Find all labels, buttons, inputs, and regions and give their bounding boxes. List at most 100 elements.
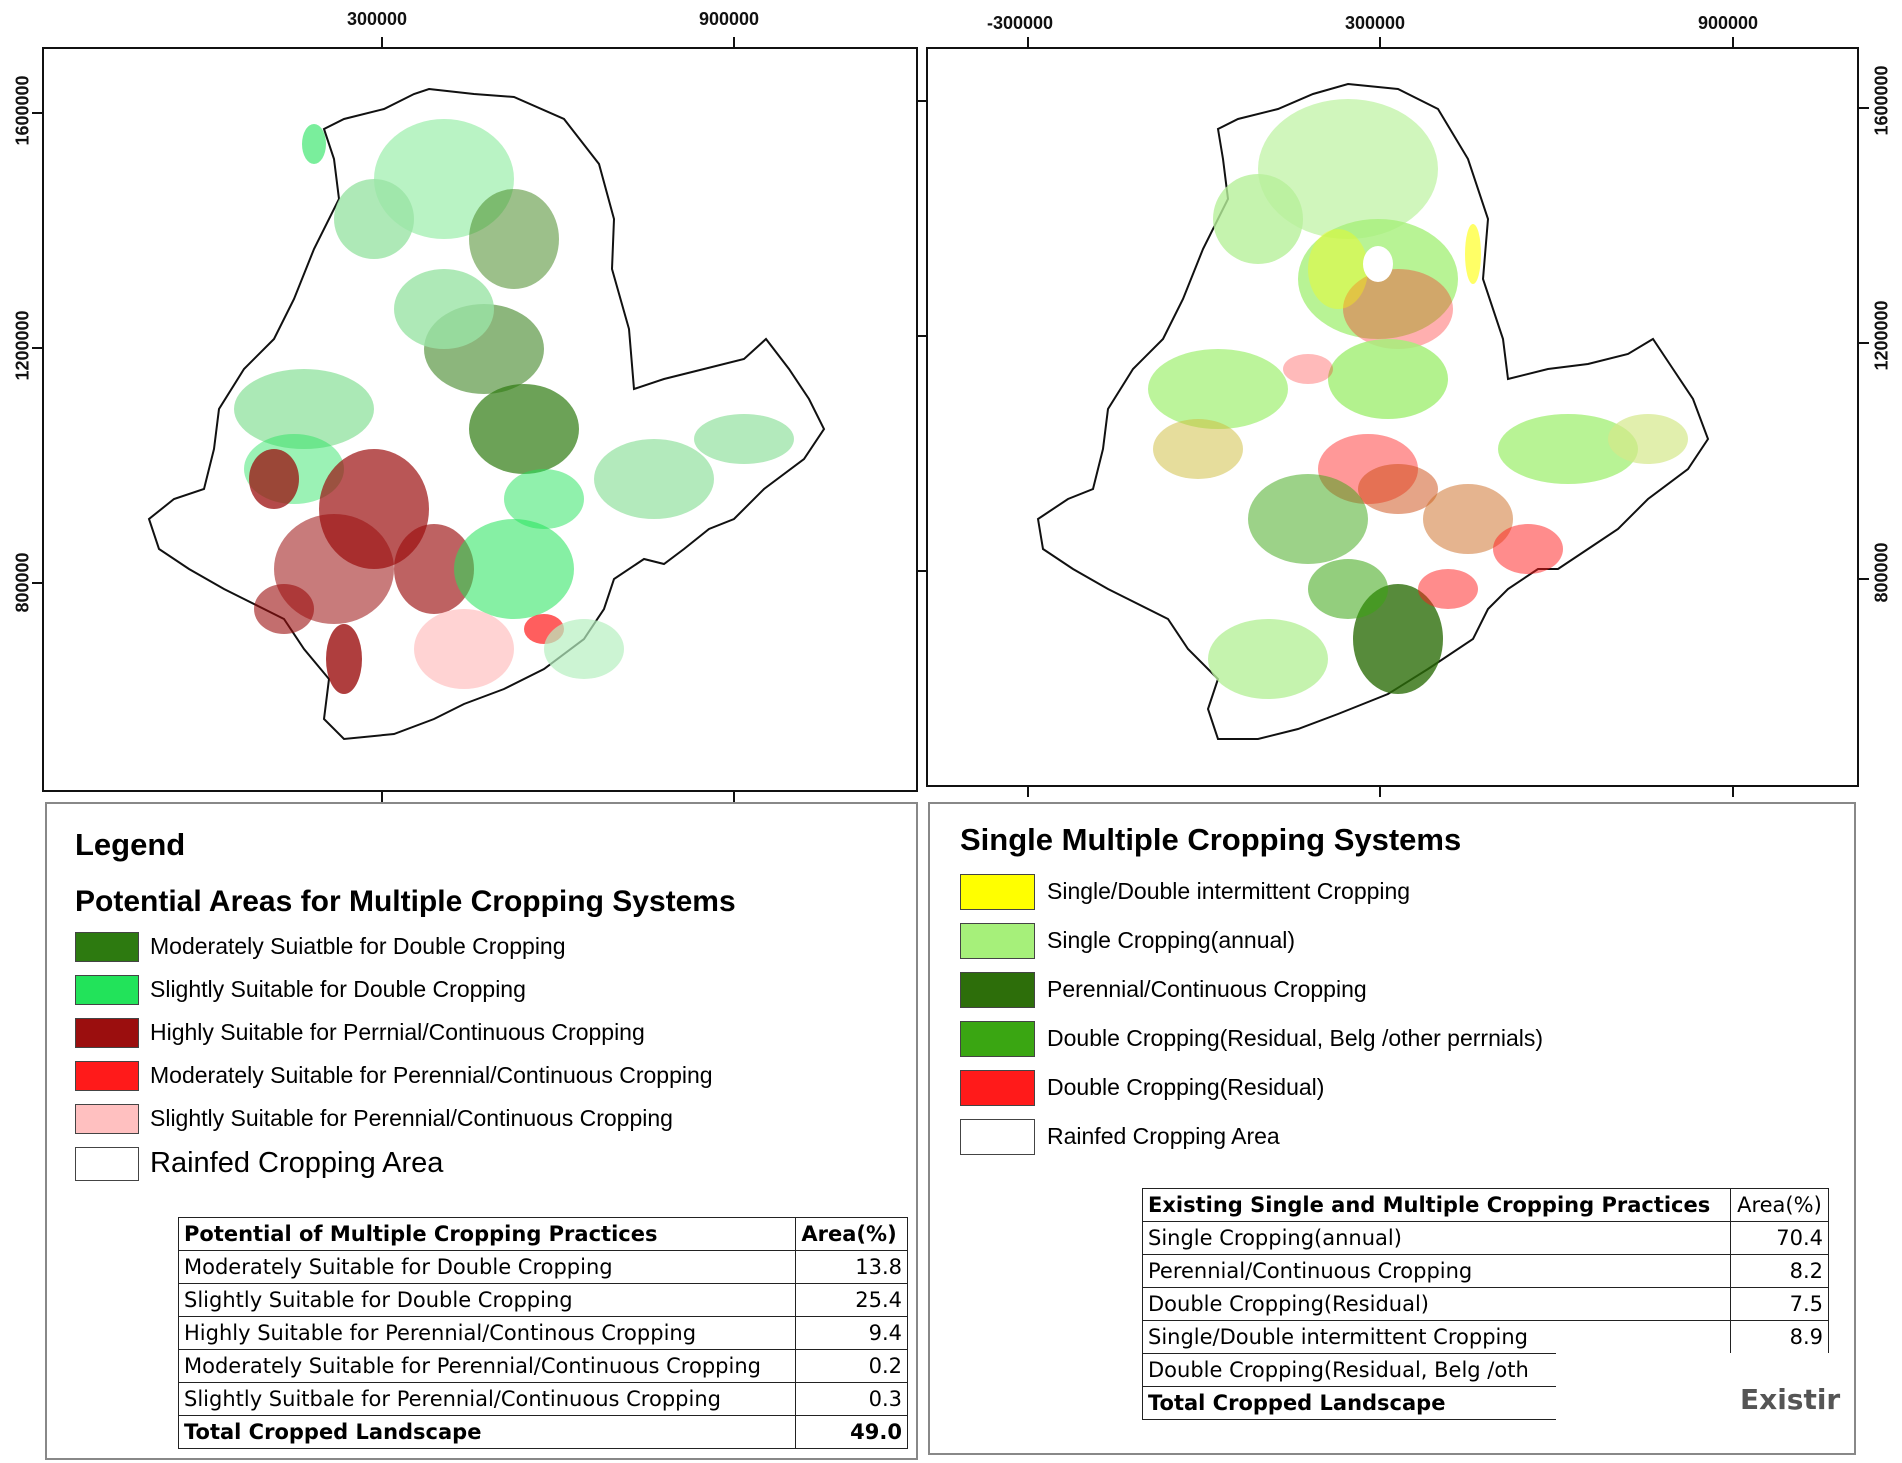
table-cell: Total Cropped Landscape (177, 1415, 797, 1449)
right-map-svg (1036, 82, 1710, 740)
table-cell: 8.9 (1729, 1320, 1830, 1354)
table-header-cell: Potential of Multiple Cropping Practices (177, 1217, 797, 1251)
right-y-tick-label: 800000 (1871, 542, 1892, 603)
right-left-edge-tick (916, 335, 926, 337)
table-cell: 25.4 (795, 1283, 908, 1317)
table-header-cell: Area(%) (1729, 1188, 1830, 1222)
right-tick-x-bot-2 (1379, 787, 1381, 797)
table-row: Slightly Suitbale for Perennial/Continuo… (177, 1382, 908, 1416)
right-x-tick-label: 900000 (1698, 13, 1759, 33)
table-row: Highly Suitable for Perennial/Continous … (177, 1316, 908, 1350)
right-x-tick-label: 300000 (1345, 13, 1406, 33)
left-legend-swatch (75, 1147, 139, 1181)
right-tick-y-3 (1859, 578, 1869, 580)
right-left-edge-tick (916, 570, 926, 572)
table-row: Double Cropping(Residual) 7.5 (1142, 1287, 1830, 1321)
table-cell: 0.2 (795, 1349, 908, 1383)
right-tick-x-bot-1 (1027, 787, 1029, 797)
table-cell: 70.4 (1729, 1221, 1830, 1255)
left-legend-swatch (75, 975, 139, 1005)
left-y-tick-label: 1600000 (12, 75, 33, 146)
table-cell: Moderately Suitable for Perennial/Contin… (177, 1349, 797, 1383)
table-row: Moderately Suitable for Perennial/Contin… (177, 1349, 908, 1383)
left-tick-x-bot-2 (733, 792, 735, 802)
table-row: Single/Double intermittent Cropping 8.9 (1142, 1320, 1830, 1354)
left-y-tick-label: 1200000 (12, 310, 33, 381)
right-legend-swatch (960, 1070, 1035, 1106)
right-map-patches (1148, 99, 1688, 699)
left-stats-table: Potential of Multiple Cropping Practices… (177, 1217, 908, 1449)
table-cutout (1556, 1353, 1841, 1453)
right-y-tick-label: 1600000 (1871, 65, 1892, 136)
right-legend-label: Perennial/Continuous Cropping (1047, 976, 1367, 1002)
table-row: Perennial/Continuous Cropping 8.2 (1142, 1254, 1830, 1288)
right-x-tick-label: -300000 (987, 13, 1054, 33)
left-legend-label: Rainfed Cropping Area (150, 1147, 444, 1179)
right-tick-x-bot-3 (1732, 787, 1734, 797)
table-cell: Highly Suitable for Perennial/Continous … (177, 1316, 797, 1350)
legend-heading: Legend (75, 827, 186, 862)
table-cell: Moderately Suitable for Double Cropping (177, 1250, 797, 1284)
table-cell: Single Cropping(annual) (1142, 1221, 1731, 1255)
right-left-edge-tick (916, 100, 926, 102)
right-tick-x-top-2 (1379, 37, 1381, 47)
table-row: Single Cropping(annual) 70.4 (1142, 1221, 1830, 1255)
table-row: Moderately Suitable for Double Cropping … (177, 1250, 908, 1284)
table-header-cell: Existing Single and Multiple Cropping Pr… (1142, 1188, 1731, 1222)
left-x-tick-label: 300000 (347, 9, 408, 29)
table-cell: 0.3 (795, 1382, 908, 1416)
left-y-tick-label: 800000 (12, 552, 33, 613)
table-cell: 8.2 (1729, 1254, 1830, 1288)
left-legend-title: Potential Areas for Multiple Cropping Sy… (75, 885, 736, 918)
table-row: Slightly Suitable for Double Cropping 25… (177, 1283, 908, 1317)
left-tick-x-bot-1 (381, 792, 383, 802)
left-legend-label: Moderately Suitable for Perennial/Contin… (150, 1062, 713, 1088)
right-legend-label: Double Cropping(Residual, Belg /other pe… (1047, 1025, 1544, 1051)
table-header-row: Existing Single and Multiple Cropping Pr… (1142, 1188, 1830, 1222)
right-tick-x-top-3 (1732, 37, 1734, 47)
right-legend-title: Single Multiple Cropping Systems (960, 822, 1462, 857)
right-legend-swatch (960, 874, 1035, 910)
left-map-patches (234, 119, 794, 694)
left-legend-swatch (75, 1104, 139, 1134)
left-x-tick-label: 900000 (699, 9, 760, 29)
left-tick-y-3 (32, 582, 42, 584)
table-cell: 9.4 (795, 1316, 908, 1350)
table-cell: Double Cropping(Residual) (1142, 1287, 1731, 1321)
table-cell: Slightly Suitbale for Perennial/Continuo… (177, 1382, 797, 1416)
right-tick-y-2 (1859, 342, 1869, 344)
right-stats-table: Existing Single and Multiple Cropping Pr… (1142, 1188, 1830, 1420)
table-header-row: Potential of Multiple Cropping Practices… (177, 1217, 908, 1251)
left-legend-swatch (75, 1018, 139, 1048)
right-tick-y-1 (1859, 107, 1869, 109)
right-map-frame (926, 47, 1859, 787)
left-legend-label: Slightly Suitable for Perennial/Continuo… (150, 1105, 673, 1131)
right-legend-swatch (960, 972, 1035, 1008)
table-cell: Perennial/Continuous Cropping (1142, 1254, 1731, 1288)
table-total-row: Total Cropped Landscape 49.0 (177, 1415, 908, 1449)
table-cell: Single/Double intermittent Cropping (1142, 1320, 1731, 1354)
left-legend-label: Slightly Suitable for Double Cropping (150, 976, 526, 1002)
right-legend-label: Single Cropping(annual) (1047, 927, 1296, 953)
left-map-frame (42, 47, 918, 792)
right-legend-swatch (960, 1119, 1035, 1155)
right-tick-x-top-1 (1027, 37, 1029, 47)
left-tick-x-top-1 (381, 37, 383, 47)
right-legend-label: Single/Double intermittent Cropping (1047, 878, 1411, 904)
table-cell: 49.0 (795, 1415, 908, 1449)
table-cell: 13.8 (795, 1250, 908, 1284)
cutout-overlay-text: Existir (1740, 1383, 1841, 1416)
left-tick-x-top-2 (733, 37, 735, 47)
left-tick-y-1 (32, 112, 42, 114)
table-cell: 7.5 (1729, 1287, 1830, 1321)
right-legend-swatch (960, 923, 1035, 959)
right-y-tick-label: 1200000 (1871, 300, 1892, 371)
left-legend-label: Moderately Suiatble for Double Cropping (150, 933, 566, 959)
right-legend-swatch (960, 1021, 1035, 1057)
left-legend-swatch (75, 932, 139, 962)
right-legend-label: Double Cropping(Residual) (1047, 1074, 1325, 1100)
left-map-svg (147, 87, 826, 741)
right-legend-label: Rainfed Cropping Area (1047, 1123, 1280, 1149)
table-cell: Slightly Suitable for Double Cropping (177, 1283, 797, 1317)
table-header-cell: Area(%) (795, 1217, 908, 1251)
